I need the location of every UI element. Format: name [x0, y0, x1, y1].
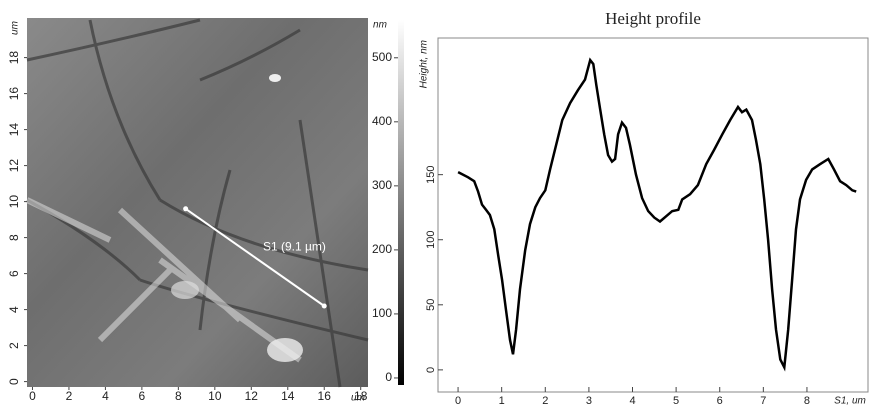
x-tick-label: 10 — [208, 389, 222, 403]
x-tick-label: 8 — [175, 389, 182, 403]
colorbar-tick-label: 200 — [372, 242, 392, 256]
colorbar-label: nm — [373, 20, 387, 31]
x-tick-label: 12 — [245, 389, 259, 403]
colorbar-tick-label: 400 — [372, 114, 392, 128]
colorbar-tick-label: 0 — [385, 370, 392, 384]
x-tick-label: 5 — [673, 395, 679, 407]
x-unit: um — [351, 393, 365, 404]
x-tick-label: 4 — [629, 395, 635, 407]
x-tick-label: 4 — [102, 389, 109, 403]
colorbar-tick-label: 300 — [372, 178, 392, 192]
plot-frame — [437, 37, 869, 393]
x-tick-label: 8 — [804, 395, 810, 407]
x-tick-label: 16 — [318, 389, 332, 403]
colorbar — [398, 20, 404, 385]
y-tick-label: 10 — [7, 195, 21, 209]
x-tick-label: 2 — [542, 395, 548, 407]
x-tick-label: 14 — [281, 389, 295, 403]
x-tick-label: 3 — [586, 395, 592, 407]
x-tick-label: 0 — [29, 389, 36, 403]
y-tick-label: 2 — [7, 342, 21, 349]
x-axis-label: S1, um — [834, 396, 866, 407]
y-tick-label: 18 — [7, 51, 21, 65]
y-tick-label: 4 — [7, 306, 21, 313]
x-tick-label: 1 — [499, 395, 505, 407]
y-tick-label: 50 — [425, 299, 437, 311]
colorbar-tick-label: 500 — [372, 50, 392, 64]
chart-title: Height profile — [605, 9, 701, 28]
y-tick-label: 100 — [425, 231, 437, 249]
profile-line — [185, 207, 325, 307]
y-tick-label: 6 — [7, 270, 21, 277]
y-tick-label: 150 — [425, 165, 437, 183]
annotation-label: S1 (9.1 µm) — [263, 240, 326, 254]
x-tick-label: 6 — [139, 389, 146, 403]
y-tick-label: 14 — [7, 123, 21, 137]
profile-end — [183, 206, 189, 212]
y-tick-label: 0 — [7, 378, 21, 385]
x-tick-label: 18 — [354, 389, 368, 403]
y-axis-label: Height, nm — [419, 40, 430, 88]
y-tick-label: 12 — [7, 159, 21, 173]
x-tick-label: 2 — [66, 389, 73, 403]
x-tick-label: 7 — [760, 395, 766, 407]
profile-end — [321, 303, 327, 309]
y-unit: um — [10, 21, 21, 35]
colorbar-tick-label: 100 — [372, 306, 392, 320]
x-tick-label: 0 — [455, 395, 461, 407]
x-tick-label: 6 — [717, 395, 723, 407]
y-tick-label: 16 — [7, 87, 21, 101]
y-tick-label: 0 — [425, 367, 437, 373]
afm-image — [25, 18, 369, 388]
profile-curve — [457, 57, 857, 372]
y-tick-label: 8 — [7, 234, 21, 241]
